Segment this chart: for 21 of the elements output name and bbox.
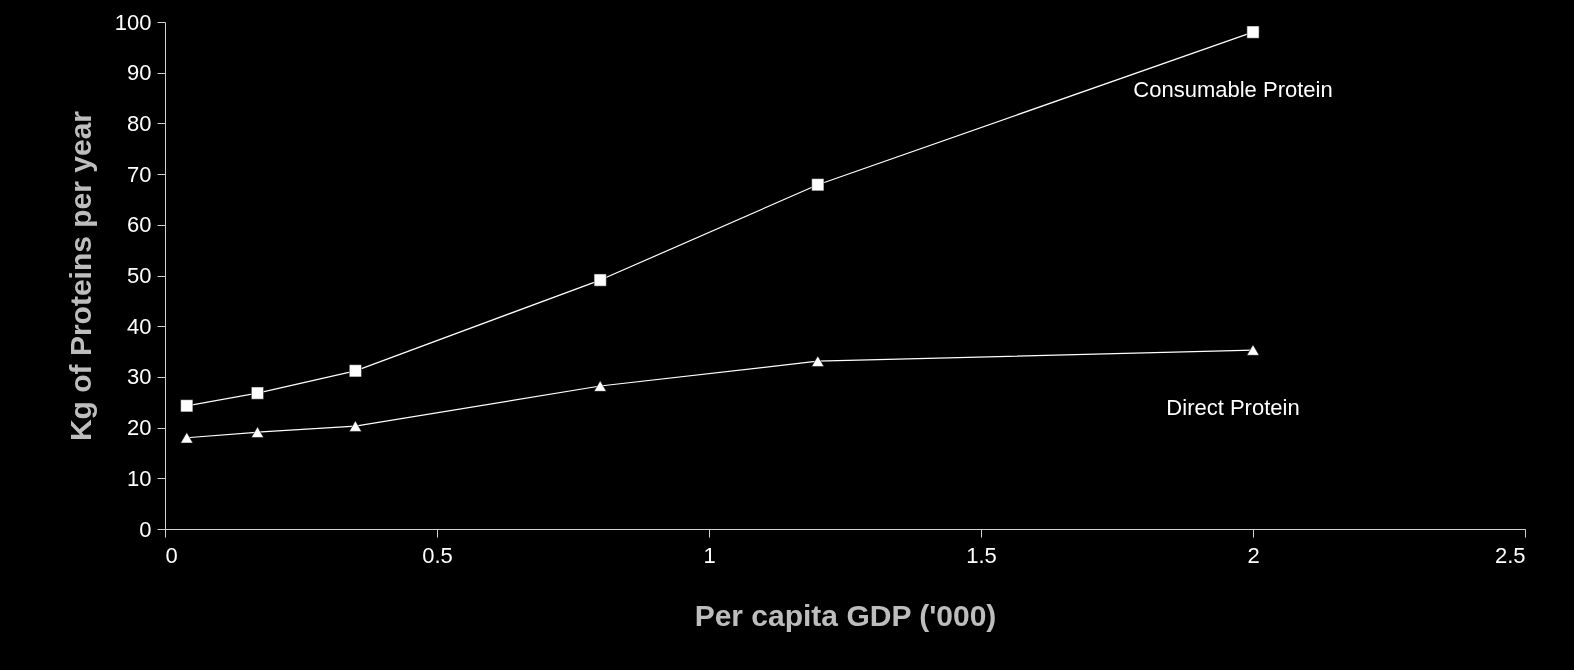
x-tick-label: 2 (1247, 542, 1260, 568)
y-axis-title: Kg of Proteins per year (63, 110, 97, 442)
series-label: Consumable Protein (1133, 77, 1333, 103)
y-tick-label: 70 (127, 161, 152, 187)
y-tick-label: 30 (127, 364, 152, 390)
y-tick-label: 10 (127, 465, 152, 491)
y-tick-label: 0 (139, 516, 152, 542)
x-tick-label: 0.5 (422, 542, 453, 568)
x-tick-label: 1 (703, 542, 716, 568)
y-tick-label: 80 (127, 110, 152, 136)
y-tick-label: 20 (127, 415, 152, 441)
x-tick-label: 2.5 (1494, 542, 1526, 568)
x-tick-label: 0 (165, 542, 178, 568)
y-tick-label: 100 (114, 9, 152, 35)
y-tick-label: 50 (127, 263, 152, 288)
y-tick-label: 40 (127, 313, 152, 339)
x-tick-label: 1.5 (966, 542, 997, 568)
series-label: Direct Protein (1166, 395, 1300, 421)
x-axis-title: Per capita GDP ('000) (694, 598, 997, 632)
y-tick-label: 90 (127, 60, 152, 86)
y-tick-label: 60 (127, 212, 152, 238)
